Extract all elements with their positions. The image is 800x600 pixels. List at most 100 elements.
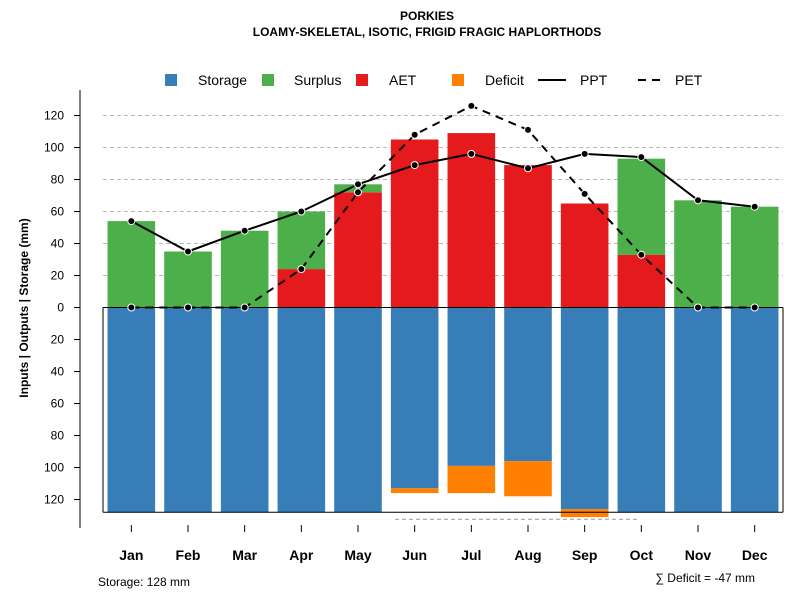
deficit-footnote: ∑ Deficit = -47 mm: [655, 571, 755, 585]
x-tick-label-sep: Sep: [572, 547, 598, 563]
x-tick-label-jun: Jun: [402, 547, 427, 563]
bar-surplus-jan: [107, 221, 156, 308]
storage-footnote: Storage: 128 mm: [98, 575, 190, 589]
y-tick-label: 100: [44, 141, 64, 155]
y-tick-label: 20: [51, 333, 65, 347]
bar-deficit-jul: [447, 465, 496, 494]
chart-title: PORKIES: [400, 9, 454, 23]
point-ppt-apr: [297, 207, 306, 216]
legend-swatch-aet: [356, 74, 368, 86]
point-ppt-jun: [410, 161, 419, 170]
y-axis-label: Inputs | Outputs | Storage (mm): [17, 218, 31, 397]
point-pet-aug: [524, 125, 532, 134]
legend-label-pet: PET: [675, 72, 703, 88]
point-pet-sep: [580, 189, 589, 198]
legend-label-ppt: PPT: [580, 72, 608, 88]
x-tick-label-oct: Oct: [630, 547, 654, 563]
bar-storage-jun: [390, 307, 439, 489]
x-tick-label-nov: Nov: [685, 547, 712, 563]
y-tick-label: 60: [51, 397, 65, 411]
bar-storage-sep: [560, 307, 609, 510]
x-tick-label-feb: Feb: [176, 547, 201, 563]
bar-surplus-dec: [730, 206, 779, 308]
point-ppt-feb: [184, 247, 192, 256]
bar-storage-jan: [107, 307, 156, 513]
bar-storage-mar: [220, 307, 269, 513]
y-tick-label: 20: [51, 269, 65, 283]
point-pet-may: [354, 188, 362, 197]
point-ppt-aug: [524, 164, 532, 173]
y-tick-label: 60: [51, 205, 65, 219]
lines: [127, 101, 759, 312]
x-tick-label-apr: Apr: [289, 547, 314, 563]
bar-storage-oct: [617, 307, 666, 513]
bar-deficit-sep: [560, 509, 609, 518]
x-tick-label-aug: Aug: [514, 547, 541, 563]
x-tick-label-jan: Jan: [119, 547, 143, 563]
point-pet-apr: [297, 265, 306, 274]
point-pet-jul: [467, 101, 476, 110]
bar-storage-may: [334, 307, 382, 513]
bar-storage-nov: [674, 307, 722, 513]
point-ppt-jul: [467, 149, 476, 158]
bar-storage-aug: [504, 307, 552, 462]
bar-deficit-aug: [504, 461, 552, 497]
bar-storage-apr: [277, 307, 326, 513]
y-tick-label: 120: [44, 493, 64, 507]
chart-subtitle: LOAMY-SKELETAL, ISOTIC, FRIGID FRAGIC HA…: [253, 25, 601, 39]
legend-swatch-storage: [165, 74, 177, 86]
bar-aet-apr: [277, 269, 326, 308]
legend-swatch-surplus: [262, 74, 274, 86]
bar-aet-may: [334, 192, 382, 308]
point-pet-nov: [694, 303, 702, 312]
bar-surplus-mar: [220, 230, 269, 308]
line-pet: [131, 104, 755, 309]
bar-storage-feb: [164, 307, 212, 513]
x-tick-label-mar: Mar: [232, 547, 257, 563]
point-pet-oct: [637, 250, 646, 259]
y-tick-label: 40: [51, 365, 65, 379]
point-ppt-jan: [127, 217, 136, 226]
point-pet-dec: [750, 303, 759, 312]
bar-surplus-apr: [277, 211, 326, 270]
bar-storage-jul: [447, 307, 496, 466]
legend-label-aet: AET: [389, 72, 417, 88]
y-tick-label: 80: [51, 173, 65, 187]
axes: 120 100 80 60 40 20 0 20 40 60 80 100 120 Jan Feb Mar Ap…: [44, 90, 768, 563]
legend-swatch-deficit: [452, 74, 464, 86]
point-pet-feb: [184, 303, 192, 312]
point-ppt-sep: [580, 149, 589, 158]
bar-aet-sep: [560, 203, 609, 308]
point-pet-jun: [410, 130, 419, 139]
bar-surplus-nov: [674, 200, 722, 308]
point-ppt-dec: [750, 202, 759, 211]
x-tick-label-dec: Dec: [742, 547, 768, 563]
x-tick-label-may: May: [344, 547, 371, 563]
legend-label-surplus: Surplus: [294, 72, 341, 88]
y-tick-label: 80: [51, 429, 65, 443]
legend: Storage Surplus AET Deficit PPT PET: [165, 72, 703, 88]
legend-label-deficit: Deficit: [485, 72, 524, 88]
bars: [102, 133, 784, 520]
legend-label-storage: Storage: [198, 72, 247, 88]
point-pet-mar: [240, 303, 249, 312]
bar-aet-oct: [617, 254, 666, 308]
y-tick-label: 100: [44, 461, 64, 475]
point-ppt-mar: [240, 226, 249, 235]
gridlines: [103, 115, 783, 276]
bar-surplus-oct: [617, 158, 666, 255]
bar-aet-aug: [504, 165, 552, 308]
bar-storage-dec: [730, 307, 779, 513]
bar-deficit-jun: [390, 488, 439, 494]
y-tick-label: 40: [51, 237, 65, 251]
line-ppt: [130, 152, 755, 253]
point-pet-jan: [127, 303, 136, 312]
bar-surplus-feb: [164, 251, 212, 308]
y-tick-label: 120: [44, 109, 64, 123]
point-ppt-nov: [694, 196, 702, 205]
bar-aet-jul: [447, 133, 496, 308]
x-tick-label-jul: Jul: [461, 547, 481, 563]
point-ppt-may: [354, 180, 362, 189]
y-tick-label: 0: [57, 301, 64, 315]
